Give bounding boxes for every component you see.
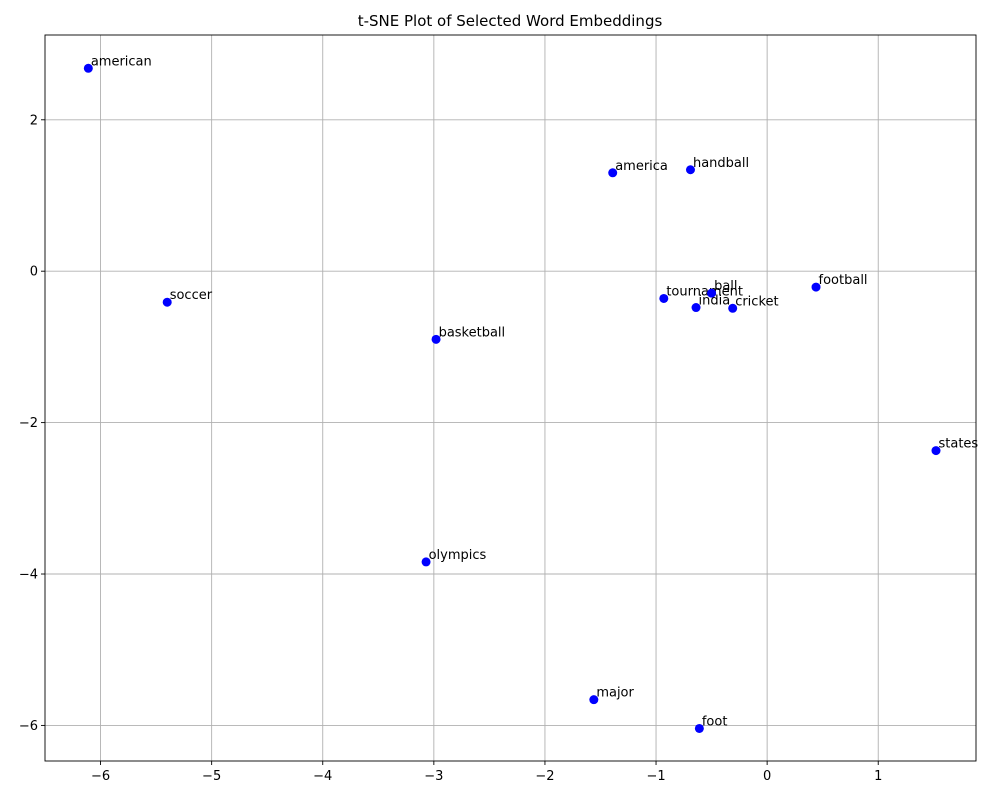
point-label-tournament: tournament: [666, 284, 743, 299]
point-label-handball: handball: [693, 156, 749, 171]
point-label-america: america: [615, 159, 668, 174]
y-tick-label: 0: [30, 265, 38, 280]
x-tick-label: −1: [646, 769, 665, 784]
point-label-olympics: olympics: [429, 548, 487, 563]
x-tick-label: −5: [202, 769, 221, 784]
x-tick-label: −3: [424, 769, 443, 784]
data-point-handball: [685, 165, 695, 175]
point-label-india: india: [699, 294, 731, 309]
data-point-soccer: [162, 297, 172, 307]
data-point-major: [589, 695, 599, 705]
x-tick-label: −4: [313, 769, 332, 784]
point-label-football: football: [819, 273, 868, 288]
point-label-american: american: [91, 54, 152, 69]
x-tick-label: −2: [535, 769, 554, 784]
x-tick-label: −6: [91, 769, 110, 784]
data-point-american: [83, 63, 93, 73]
data-point-basketball: [431, 334, 441, 344]
plot-frame: [44, 34, 977, 762]
data-point-ball: [707, 288, 717, 298]
x-tick-label: 0: [763, 769, 771, 784]
y-tick-label: −6: [19, 719, 38, 734]
y-tick-label: 2: [30, 113, 38, 128]
y-tick-label: −4: [19, 568, 38, 583]
data-point-states: [931, 446, 941, 456]
point-label-cricket: cricket: [735, 294, 778, 309]
axes: −6 −5 −4 −3 −2 −1 0 1 −6 −4 −2 0 2: [19, 113, 883, 784]
data-point-america: [608, 168, 618, 178]
data-point-olympics: [421, 557, 431, 567]
point-label-basketball: basketball: [439, 325, 506, 340]
point-label-major: major: [596, 686, 634, 701]
data-point-tournament: [659, 293, 669, 303]
point-label-states: states: [939, 437, 979, 452]
data-point-india: [691, 303, 701, 313]
data-point-football: [811, 282, 821, 292]
y-tick-label: −2: [19, 416, 38, 431]
data-point-cricket: [728, 303, 738, 313]
point-label-soccer: soccer: [170, 288, 213, 303]
grid: [45, 35, 976, 761]
point-label-ball: ball: [714, 279, 737, 294]
point-label-foot: foot: [702, 714, 728, 729]
data-point-foot: [694, 723, 704, 733]
chart-title: t-SNE Plot of Selected Word Embeddings: [358, 12, 663, 30]
x-tick-label: 1: [874, 769, 882, 784]
